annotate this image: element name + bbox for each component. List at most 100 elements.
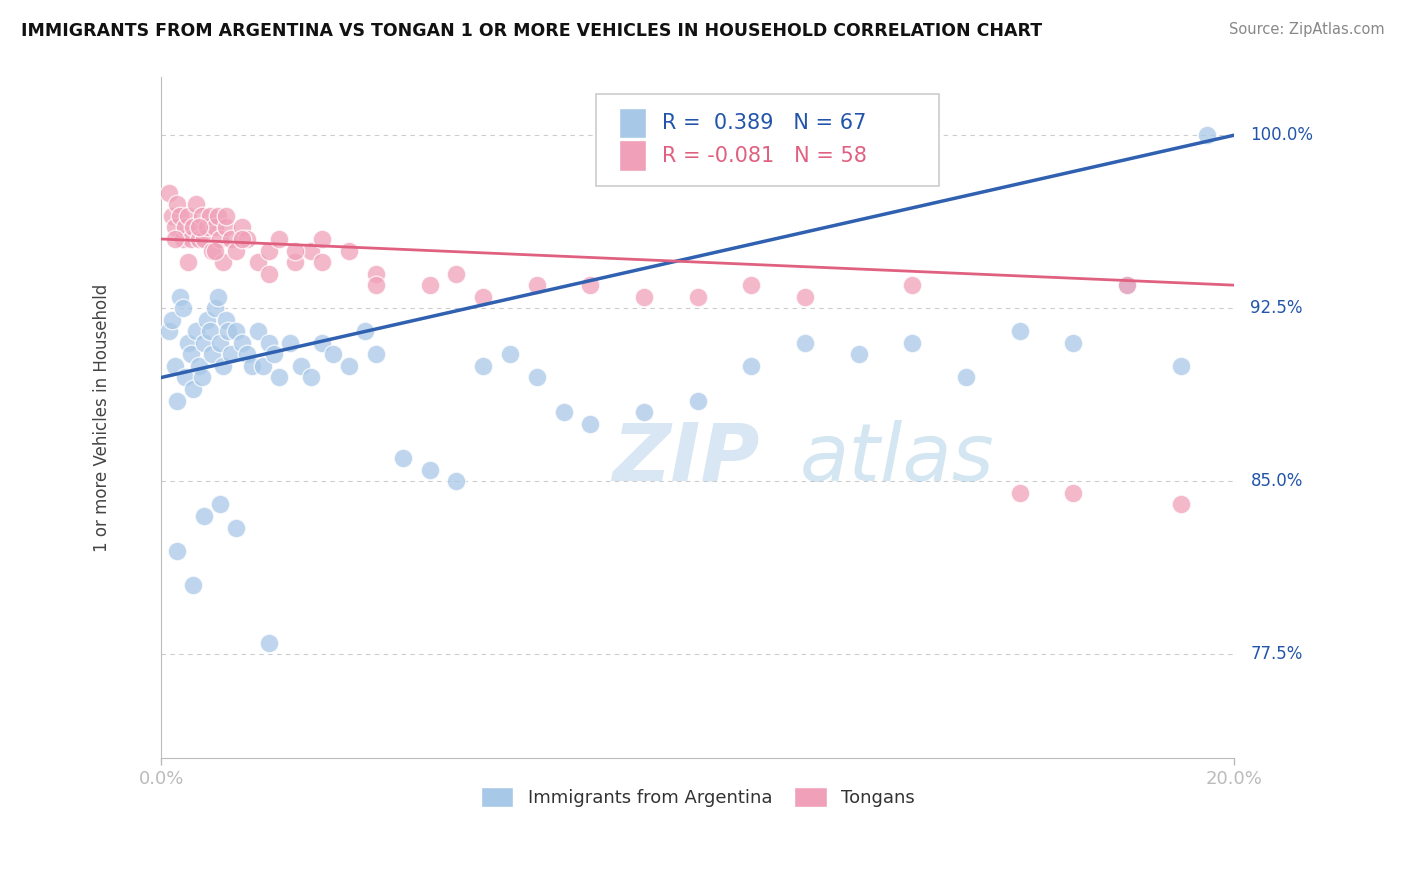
Point — [209, 335, 232, 350]
Point — [526, 370, 548, 384]
Point — [157, 186, 180, 200]
Text: Source: ZipAtlas.com: Source: ZipAtlas.com — [1229, 22, 1385, 37]
Point — [225, 520, 247, 534]
Point — [193, 335, 215, 350]
Point — [219, 232, 242, 246]
Point — [174, 220, 197, 235]
FancyBboxPatch shape — [596, 95, 939, 186]
Point — [364, 267, 387, 281]
Point — [198, 324, 221, 338]
Point — [740, 359, 762, 373]
Point — [225, 244, 247, 258]
Point — [633, 290, 655, 304]
Point — [794, 290, 817, 304]
Point — [166, 197, 188, 211]
Point — [1116, 278, 1139, 293]
Point — [160, 313, 183, 327]
Point — [391, 451, 413, 466]
Point — [901, 278, 924, 293]
Legend: Immigrants from Argentina, Tongans: Immigrants from Argentina, Tongans — [474, 780, 922, 814]
Point — [553, 405, 575, 419]
Point — [364, 347, 387, 361]
Point — [163, 220, 186, 235]
Point — [633, 405, 655, 419]
Point — [187, 359, 209, 373]
Point — [180, 347, 202, 361]
Point — [195, 313, 218, 327]
FancyBboxPatch shape — [620, 140, 647, 171]
Text: R = -0.081   N = 58: R = -0.081 N = 58 — [662, 145, 868, 166]
Point — [269, 370, 291, 384]
Point — [207, 209, 229, 223]
Point — [311, 335, 333, 350]
Point — [174, 370, 197, 384]
Point — [499, 347, 522, 361]
Point — [257, 335, 280, 350]
Point — [195, 220, 218, 235]
Point — [472, 290, 495, 304]
Point — [1008, 324, 1031, 338]
Point — [236, 347, 259, 361]
Point — [214, 220, 236, 235]
Point — [257, 244, 280, 258]
Point — [177, 209, 200, 223]
Point — [212, 255, 235, 269]
Point — [177, 255, 200, 269]
FancyBboxPatch shape — [620, 108, 647, 138]
Point — [311, 255, 333, 269]
Point — [364, 278, 387, 293]
Point — [166, 543, 188, 558]
Point — [418, 278, 440, 293]
Point — [579, 278, 602, 293]
Point — [169, 290, 191, 304]
Point — [252, 359, 274, 373]
Point — [157, 324, 180, 338]
Point — [246, 324, 269, 338]
Point — [214, 313, 236, 327]
Point — [354, 324, 377, 338]
Point — [184, 324, 207, 338]
Text: 77.5%: 77.5% — [1250, 646, 1303, 664]
Point — [301, 244, 323, 258]
Point — [579, 417, 602, 431]
Text: 92.5%: 92.5% — [1250, 299, 1303, 318]
Point — [190, 370, 212, 384]
Point — [172, 301, 194, 316]
Point — [225, 324, 247, 338]
Point — [269, 232, 291, 246]
Point — [278, 335, 301, 350]
Point — [163, 232, 186, 246]
Point — [322, 347, 344, 361]
Point — [169, 209, 191, 223]
Point — [1170, 498, 1192, 512]
Point — [1008, 486, 1031, 500]
Point — [214, 209, 236, 223]
Point — [204, 301, 226, 316]
Point — [219, 347, 242, 361]
Point — [284, 244, 307, 258]
Point — [1062, 335, 1084, 350]
Point — [212, 359, 235, 373]
Text: R =  0.389   N = 67: R = 0.389 N = 67 — [662, 113, 866, 133]
Point — [198, 209, 221, 223]
Text: 1 or more Vehicles in Household: 1 or more Vehicles in Household — [93, 284, 111, 552]
Point — [446, 267, 468, 281]
Point — [231, 220, 253, 235]
Point — [337, 244, 360, 258]
Point — [183, 382, 205, 396]
Point — [290, 359, 312, 373]
Point — [284, 255, 307, 269]
Point — [446, 475, 468, 489]
Point — [183, 578, 205, 592]
Text: 100.0%: 100.0% — [1250, 126, 1313, 145]
Point — [180, 232, 202, 246]
Point — [209, 498, 232, 512]
Point — [1197, 128, 1219, 143]
Point — [472, 359, 495, 373]
Point — [1170, 359, 1192, 373]
Point — [1116, 278, 1139, 293]
Point — [193, 508, 215, 523]
Point — [201, 244, 224, 258]
Point — [246, 255, 269, 269]
Point — [209, 232, 232, 246]
